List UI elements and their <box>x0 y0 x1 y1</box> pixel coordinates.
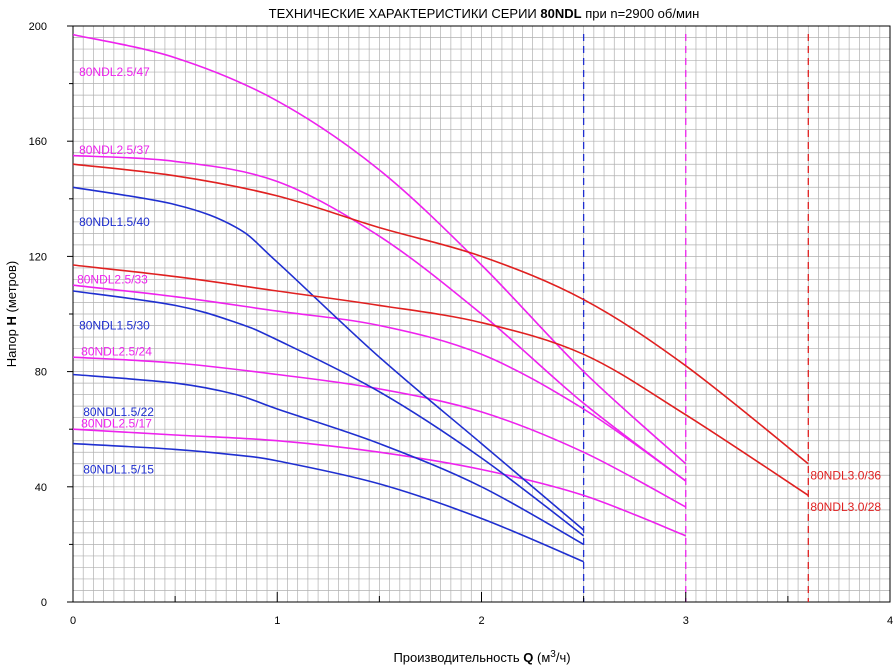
curve-80ndl1-5-15 <box>72 442 584 563</box>
x-tick-label: 3 <box>683 615 689 627</box>
y-axis-title-suffix: (метров) <box>4 261 19 316</box>
x-axis-title-unit-close: /ч) <box>556 650 571 665</box>
curve-label: 80NDL3.0/36 <box>810 468 881 482</box>
curve-label: 80NDL2.5/17 <box>81 416 152 430</box>
y-tick-label: 200 <box>29 21 47 33</box>
curve-label: 80NDL2.5/47 <box>79 65 150 79</box>
curve-label: 80NDL2.5/33 <box>77 272 148 286</box>
x-axis-title-prefix: Производительность <box>393 650 523 665</box>
x-axis-title-unit: (м <box>533 650 550 665</box>
chart-title: ТЕХНИЧЕСКИЕ ХАРАКТЕРИСТИКИ СЕРИИ 80NDL п… <box>269 6 700 21</box>
y-axis-title: Напор H (метров) <box>4 261 19 367</box>
curve-80ndl2-5-24 <box>72 356 687 508</box>
curve-label: 80NDL1.5/40 <box>79 215 150 229</box>
curve-label: 80NDL1.5/15 <box>83 463 154 477</box>
curve-label: 80NDL1.5/30 <box>79 319 150 333</box>
y-axis-title-prefix: Напор <box>4 325 19 367</box>
chart-title-prefix: ТЕХНИЧЕСКИЕ ХАРАКТЕРИСТИКИ СЕРИИ <box>269 6 541 21</box>
curve-80ndl1-5-22 <box>72 373 584 546</box>
curve-80ndl2-5-17 <box>72 428 687 537</box>
x-tick-label: 4 <box>887 615 893 627</box>
y-tick-label: 40 <box>35 482 47 494</box>
curve-label: 80NDL3.0/28 <box>810 500 881 514</box>
limit-lines <box>582 34 809 602</box>
curve-label: 80NDL1.5/22 <box>83 405 154 419</box>
x-tick-label: 2 <box>478 615 484 627</box>
y-tick-label: 160 <box>29 136 47 148</box>
curve-label: 80NDL2.5/37 <box>79 143 150 157</box>
x-tick-label: 0 <box>70 615 76 627</box>
chart-title-suffix: при n=2900 об/мин <box>582 6 700 21</box>
curve-80ndl3-0-28 <box>72 264 809 497</box>
curve-80ndl2-5-37 <box>72 154 687 482</box>
curve-labels: 80NDL2.5/47 80NDL2.5/37 80NDL1.5/40 80NDL2.… <box>77 65 881 514</box>
curves <box>72 33 809 563</box>
x-axis-title: Производительность Q (м3/ч) <box>393 649 570 666</box>
y-axis-title-bold: H <box>4 316 19 325</box>
curve-80ndl1-5-40 <box>72 186 585 531</box>
x-axis-title-bold: Q <box>523 650 533 665</box>
x-axis-title-sup: 3 <box>550 649 556 660</box>
curve-80ndl2-5-47 <box>72 33 687 465</box>
curve-label: 80NDL2.5/24 <box>81 344 152 358</box>
y-tick-label: 120 <box>29 251 47 263</box>
y-tick-label: 80 <box>35 367 47 379</box>
x-tick-label: 1 <box>274 615 280 627</box>
curve-80ndl1-5-30 <box>72 290 585 537</box>
curve-80ndl2-5-33 <box>72 284 687 482</box>
y-tick-label: 0 <box>41 597 47 609</box>
chart-title-bold: 80NDL <box>540 6 581 21</box>
curve-80ndl3-0-36 <box>72 163 809 465</box>
